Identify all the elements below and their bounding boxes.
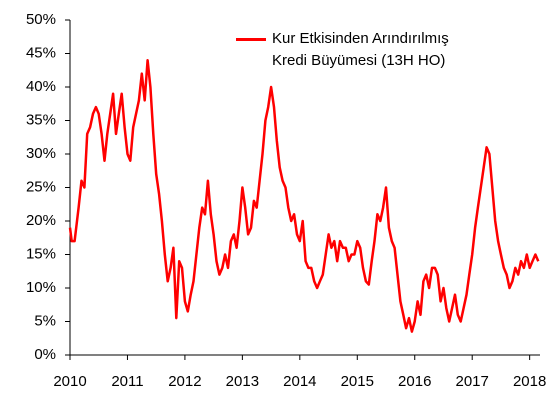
legend-swatch bbox=[236, 38, 266, 41]
x-tick-label: 2018 bbox=[513, 373, 546, 390]
y-tick-label: 5% bbox=[34, 312, 56, 329]
x-tick-label: 2014 bbox=[283, 373, 316, 390]
x-tick-label: 2017 bbox=[456, 373, 489, 390]
y-tick-label: 35% bbox=[26, 111, 56, 128]
y-tick-label: 15% bbox=[26, 245, 56, 262]
y-tick-label: 45% bbox=[26, 44, 56, 61]
x-tick-label: 2016 bbox=[398, 373, 431, 390]
y-tick-label: 50% bbox=[26, 11, 56, 28]
y-tick-label: 20% bbox=[26, 212, 56, 229]
x-tick-label: 2015 bbox=[341, 373, 374, 390]
y-tick-label: 30% bbox=[26, 145, 56, 162]
x-tick-label: 2012 bbox=[168, 373, 201, 390]
x-tick-label: 2013 bbox=[226, 373, 259, 390]
y-tick-label: 40% bbox=[26, 78, 56, 95]
legend: Kur Etkisinden Arındırılmış Kredi Büyüme… bbox=[236, 28, 466, 72]
x-tick-label: 2011 bbox=[111, 373, 143, 390]
y-tick-label: 25% bbox=[26, 178, 56, 195]
series-line bbox=[68, 58, 540, 333]
y-tick-label: 10% bbox=[26, 279, 56, 296]
x-tick-label: 2010 bbox=[53, 373, 86, 390]
y-tick-label: 0% bbox=[34, 346, 56, 363]
legend-label: Kur Etkisinden Arındırılmış Kredi Büyüme… bbox=[272, 30, 449, 69]
